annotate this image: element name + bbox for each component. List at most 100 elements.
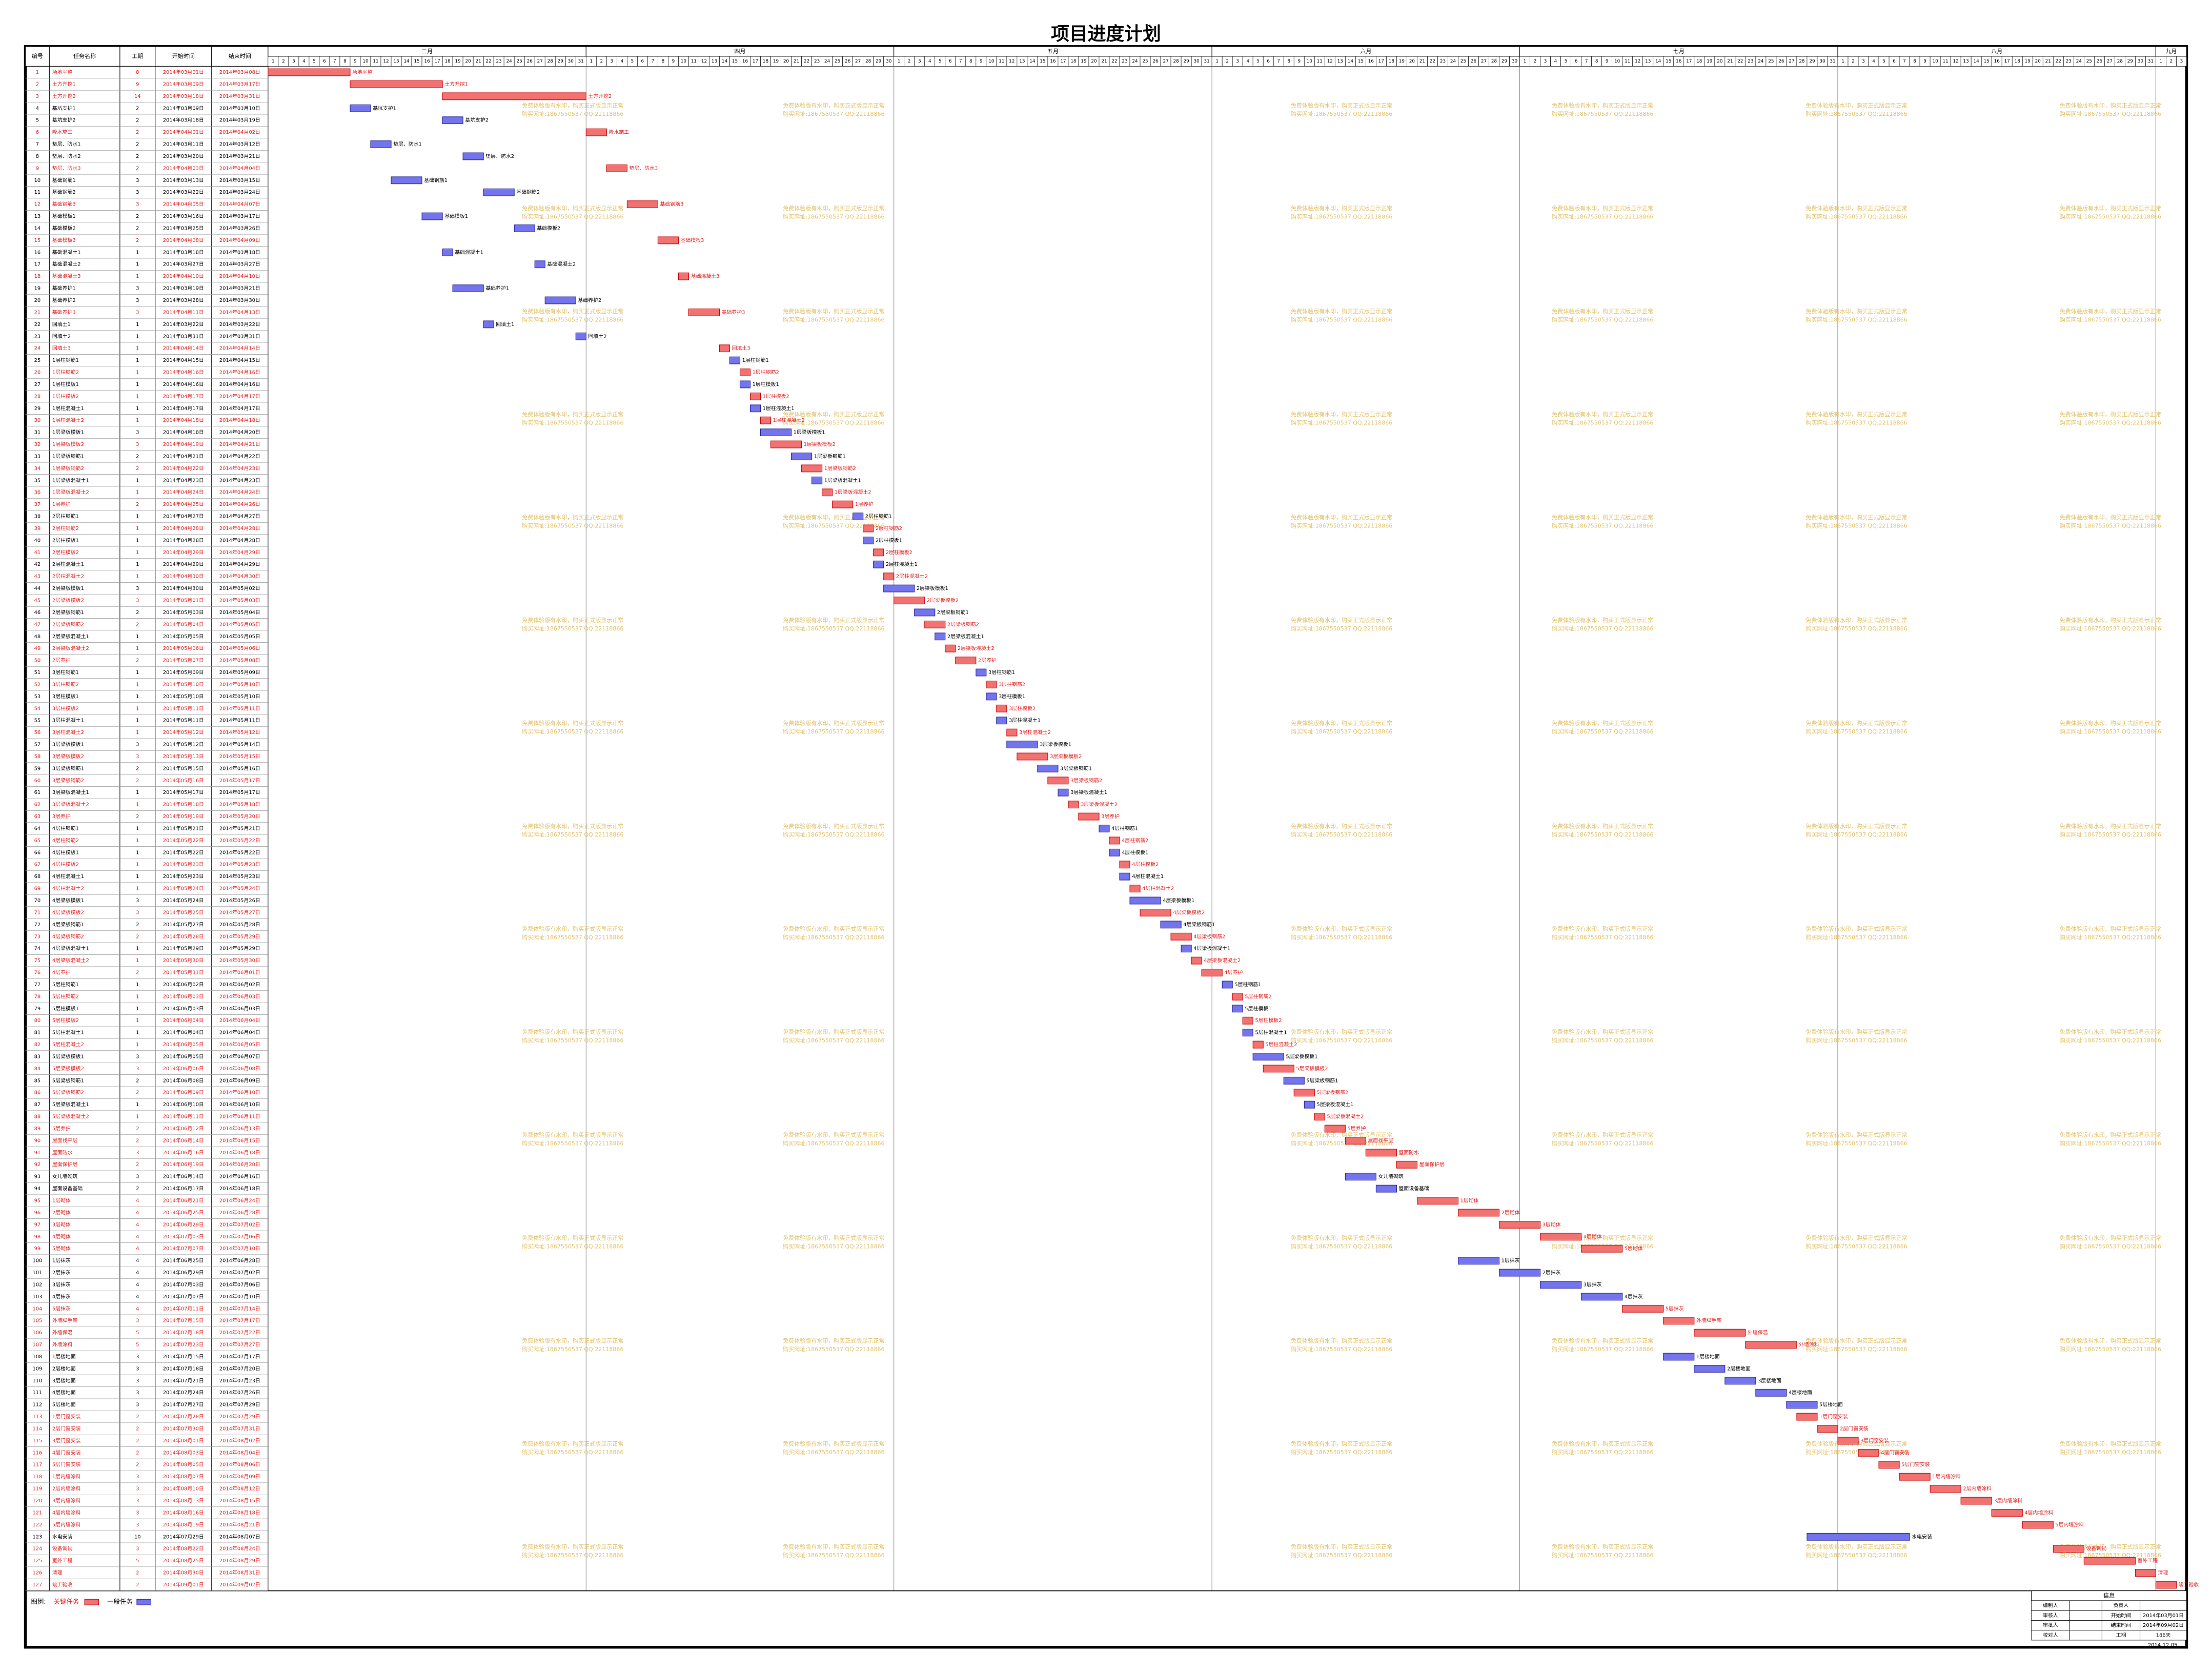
watermark: 免费体验版有水印，购买正式版显示正常 bbox=[1552, 308, 1653, 315]
task-name: 3层柱模板2 bbox=[52, 705, 79, 711]
end-date: 2014年06月24日 bbox=[219, 1197, 260, 1204]
bar-label: 1层门窗安装 bbox=[1819, 1413, 1848, 1420]
day-label: 23 bbox=[1440, 59, 1446, 64]
end-date: 2014年06月07日 bbox=[219, 1053, 260, 1059]
watermark: 免费体验版有水印，购买正式版显示正常 bbox=[1552, 617, 1653, 624]
watermark: 免费体验版有水印，购买正式版显示正常 bbox=[2060, 1028, 2161, 1035]
normal-bar bbox=[935, 632, 946, 641]
duration: 1 bbox=[136, 514, 139, 520]
start-date: 2014年03月13日 bbox=[163, 177, 204, 183]
end-date: 2014年04月28日 bbox=[219, 537, 260, 543]
duration: 10 bbox=[134, 1534, 141, 1540]
day-label: 21 bbox=[1101, 59, 1107, 64]
task-name: 4层梁板模板1 bbox=[52, 897, 84, 904]
normal-bar bbox=[514, 224, 535, 232]
row-number: 5 bbox=[36, 118, 39, 124]
row-number: 46 bbox=[34, 610, 41, 616]
day-label: 14 bbox=[722, 59, 728, 64]
task-name: 4层抹灰 bbox=[52, 1293, 71, 1300]
month-label: 七月 bbox=[1673, 48, 1685, 54]
start-date: 2014年08月16日 bbox=[163, 1509, 204, 1516]
month-label: 六月 bbox=[1360, 48, 1371, 54]
bar-label: 2层养护 bbox=[978, 657, 997, 664]
row-number: 117 bbox=[32, 1462, 42, 1468]
day-label: 5 bbox=[1882, 59, 1885, 64]
day-label: 2 bbox=[1534, 59, 1537, 64]
end-date: 2014年07月17日 bbox=[219, 1353, 260, 1360]
day-label: 3 bbox=[918, 59, 921, 64]
duration: 3 bbox=[136, 910, 139, 915]
bar-label: 降水施工 bbox=[608, 129, 629, 135]
critical-bar bbox=[1991, 1509, 2023, 1517]
watermark: 购买网址:1867550537 QQ:22118866 bbox=[1291, 110, 1392, 117]
day-label: 27 bbox=[2107, 59, 2113, 64]
start-date: 2014年07月15日 bbox=[163, 1317, 204, 1324]
row-number: 106 bbox=[32, 1330, 42, 1336]
day-label: 17 bbox=[2004, 59, 2010, 64]
watermark: 购买网址:1867550537 QQ:22118866 bbox=[783, 1551, 884, 1559]
end-date: 2014年04月16日 bbox=[219, 381, 260, 387]
end-date: 2014年03月10日 bbox=[219, 105, 260, 111]
start-date: 2014年05月23日 bbox=[163, 861, 204, 868]
normal-bar bbox=[976, 668, 987, 677]
row-number: 75 bbox=[34, 958, 41, 964]
day-label: 6 bbox=[1267, 59, 1270, 64]
start-date: 2014年07月24日 bbox=[163, 1389, 204, 1396]
task-name: 5层柱混凝土2 bbox=[52, 1041, 84, 1048]
bar-label: 回填土1 bbox=[496, 321, 514, 328]
duration: 1 bbox=[136, 1042, 139, 1048]
duration: 3 bbox=[136, 1486, 139, 1492]
start-date: 2014年05月09日 bbox=[163, 669, 204, 676]
normal-bar bbox=[370, 140, 392, 148]
duration: 3 bbox=[136, 898, 139, 904]
normal-bar bbox=[1498, 1269, 1541, 1277]
start-date: 2014年06月03日 bbox=[163, 993, 204, 999]
task-name: 4层梁板钢筋2 bbox=[52, 933, 84, 940]
duration: 5 bbox=[136, 1558, 139, 1564]
row-number: 25 bbox=[34, 358, 41, 363]
bar-label: 4层梁板混凝土2 bbox=[1204, 957, 1241, 964]
critical-bar bbox=[770, 440, 802, 448]
day-label: 14 bbox=[1655, 59, 1661, 64]
bar-label: 3层楼地面 bbox=[1758, 1377, 1781, 1384]
normal-bar bbox=[544, 296, 576, 304]
task-name: 基础混凝土3 bbox=[52, 273, 81, 279]
day-label: 25 bbox=[835, 59, 840, 64]
duration: 2 bbox=[136, 1426, 139, 1432]
critical-bar bbox=[986, 681, 997, 688]
duration: 3 bbox=[136, 202, 139, 208]
bar-label: 基础钢筋2 bbox=[516, 189, 540, 195]
day-label: 30 bbox=[1819, 59, 1825, 64]
day-label: 26 bbox=[1778, 59, 1784, 64]
task-name: 竣工验收 bbox=[52, 1581, 73, 1588]
critical-bar bbox=[739, 369, 751, 376]
watermark: 免费体验版有水印，购买正式版显示正常 bbox=[1552, 514, 1653, 521]
watermark: 免费体验版有水印，购买正式版显示正常 bbox=[783, 1131, 884, 1138]
start-date: 2014年05月23日 bbox=[163, 873, 204, 880]
start-date: 2014年06月10日 bbox=[163, 1101, 204, 1108]
critical-bar bbox=[1201, 969, 1223, 976]
watermark: 免费体验版有水印，购买正式版显示正常 bbox=[1805, 925, 1907, 932]
duration: 3 bbox=[136, 286, 139, 292]
end-date: 2014年05月10日 bbox=[219, 681, 260, 687]
duration: 1 bbox=[136, 706, 139, 711]
end-date: 2014年06月18日 bbox=[219, 1185, 260, 1192]
watermark: 免费体验版有水印，购买正式版显示正常 bbox=[522, 720, 623, 727]
task-name: 4层柱模板2 bbox=[52, 861, 79, 868]
task-name: 1层柱模板2 bbox=[52, 393, 79, 399]
duration: 2 bbox=[136, 970, 139, 976]
bar-label: 屋面找平层 bbox=[1368, 1137, 1393, 1144]
task-name: 1层楼地面 bbox=[52, 1353, 76, 1360]
bar-label: 4层抹灰 bbox=[1625, 1293, 1643, 1300]
day-label: 28 bbox=[2117, 59, 2123, 64]
normal-bar bbox=[1345, 1173, 1376, 1181]
task-name: 屋面保护层 bbox=[52, 1161, 78, 1168]
normal-bar bbox=[1129, 896, 1161, 905]
duration: 1 bbox=[136, 334, 139, 339]
end-date: 2014年03月12日 bbox=[219, 141, 260, 148]
start-date: 2014年06月29日 bbox=[163, 1269, 204, 1276]
critical-bar bbox=[1837, 1437, 1859, 1445]
normal-bar bbox=[421, 212, 443, 220]
start-date: 2014年08月01日 bbox=[163, 1437, 204, 1444]
normal-bar bbox=[1724, 1377, 1756, 1385]
